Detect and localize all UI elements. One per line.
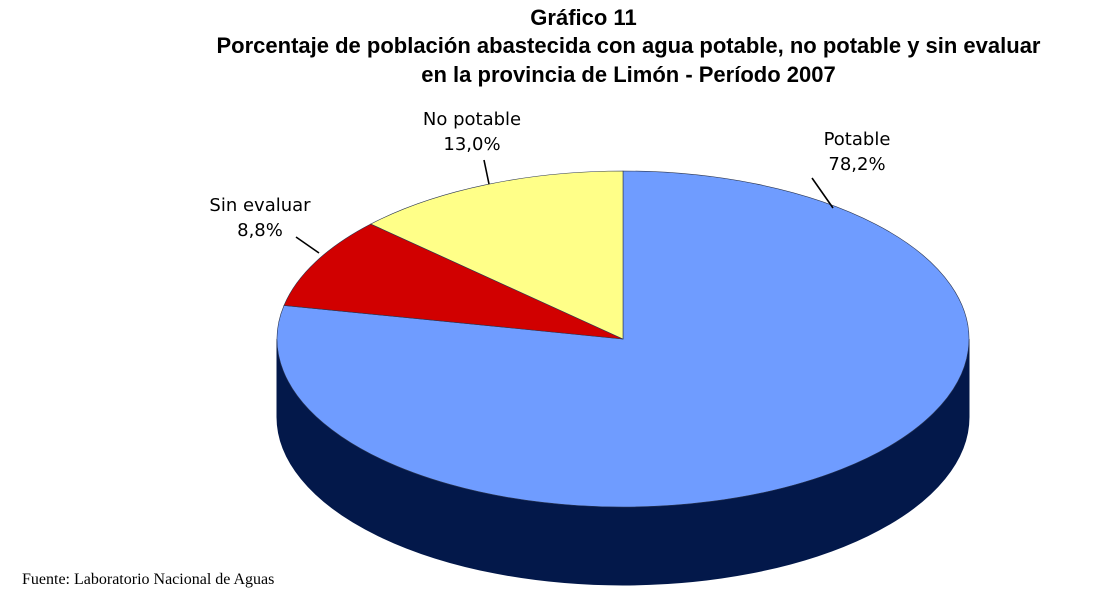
slice-no-potable bbox=[370, 170, 624, 340]
chart-title-block: Gráfico 11 Porcentaje de población abast… bbox=[0, 4, 1107, 89]
leader-line-no-potable bbox=[483, 159, 490, 185]
chart-subtitle-line-1: Porcentaje de población abastecida con a… bbox=[216, 33, 1041, 58]
source-note: Fuente: Laboratorio Nacional de Aguas bbox=[22, 571, 275, 588]
slice-label-value-potable: 78,2% bbox=[828, 154, 885, 175]
chart-title: Gráfico 11 bbox=[530, 5, 637, 30]
leader-line-sin-evaluar bbox=[295, 236, 320, 254]
slice-label-name-sin-evaluar: Sin evaluar bbox=[209, 195, 311, 216]
slice-label-name-potable: Potable bbox=[824, 129, 891, 150]
chart-subtitle-line-2: en la provincia de Limón - Período 2007 bbox=[421, 62, 836, 87]
slice-sin-evaluar bbox=[283, 223, 624, 340]
leader-line-potable bbox=[811, 177, 834, 209]
slice-label-name-no-potable: No potable bbox=[423, 109, 521, 130]
slice-label-value-sin-evaluar: 8,8% bbox=[237, 220, 283, 241]
slice-label-value-no-potable: 13,0% bbox=[443, 134, 500, 155]
